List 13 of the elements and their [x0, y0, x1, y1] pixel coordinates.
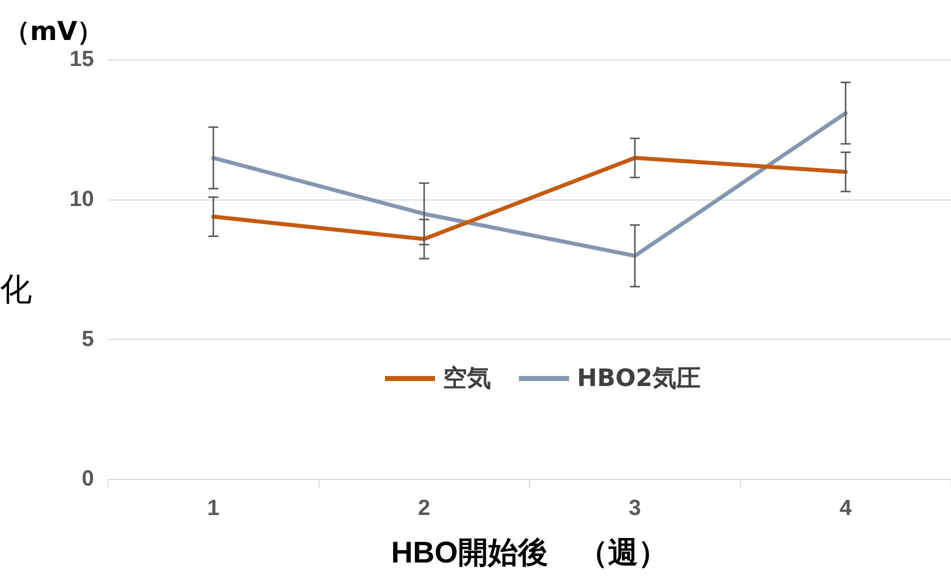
y-tick-label: 15 — [70, 46, 94, 72]
legend-label: HBO2気圧 — [577, 363, 700, 394]
x-tick-label: 2 — [418, 494, 430, 520]
x-tick-label: 1 — [207, 494, 220, 520]
text: （mV） — [4, 16, 104, 49]
y-axis-title: 化 — [0, 269, 32, 310]
legend-label: 空気 — [443, 363, 491, 394]
y-tick-label: 10 — [70, 186, 94, 211]
x-axis-title: HBO開始後 （週） — [391, 536, 668, 570]
x-tick-label: 3 — [628, 494, 641, 520]
y-tick-label: 5 — [82, 326, 94, 351]
x-tick-label: 4 — [840, 494, 852, 520]
y-tick-label: 0 — [82, 466, 94, 491]
